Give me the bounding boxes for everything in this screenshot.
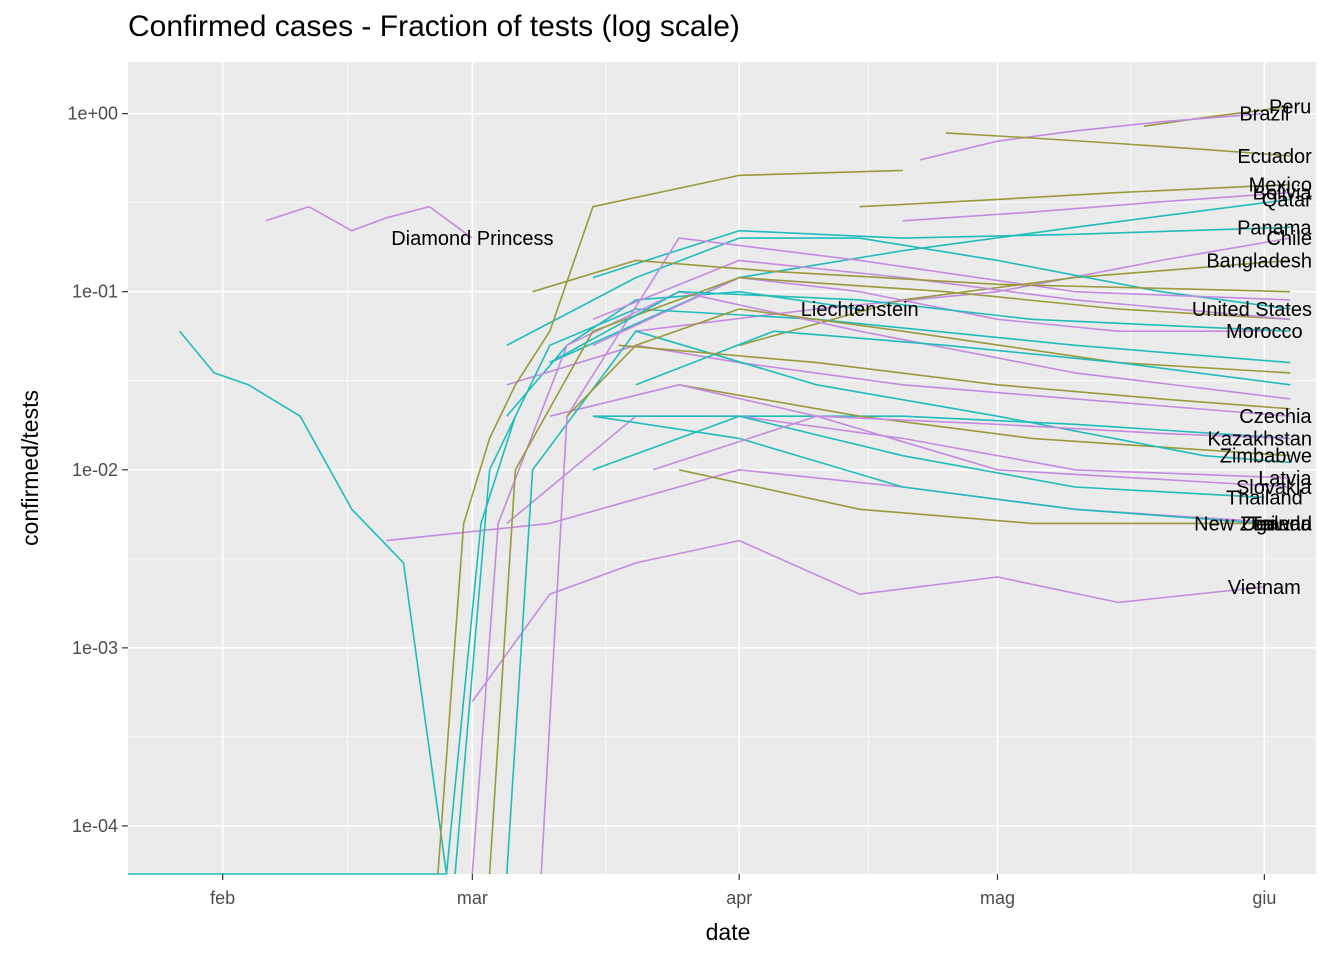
y-tick-label: 1e-01 [72, 282, 118, 302]
series-line [945, 132, 1291, 157]
series-line [902, 191, 1291, 222]
series-line [179, 330, 448, 875]
minor-gridlines [128, 62, 1316, 874]
series-line [592, 259, 1291, 321]
series-line [506, 237, 1291, 347]
series-label: Uganda [1242, 513, 1313, 535]
chart-title: Confirmed cases - Fraction of tests (log… [128, 10, 740, 43]
series-line [265, 205, 473, 239]
series-label: Morocco [1226, 321, 1303, 343]
y-axis-title: confirmed/tests [17, 390, 43, 546]
series-label: Bolivia [1253, 183, 1313, 205]
series-label: Kazakhstan [1207, 428, 1312, 450]
series-line [454, 308, 1291, 875]
series-lines [128, 105, 1291, 875]
x-axis-title: date [706, 919, 751, 945]
series-line [678, 469, 1291, 525]
series-line [488, 276, 1291, 875]
series-line [566, 308, 1291, 417]
series-line [506, 415, 1291, 525]
series-line [532, 259, 1291, 293]
series-line [1143, 105, 1291, 127]
series-label: Qatar [1262, 189, 1312, 211]
series-line [506, 344, 1291, 417]
series-line [592, 415, 1265, 499]
series-label: Zimbabwe [1220, 446, 1312, 468]
series-line [506, 290, 860, 417]
series-line [618, 344, 1291, 410]
series-label: Mexico [1249, 175, 1312, 197]
y-axis: 1e+00 1e-01 1e-02 1e-03 1e-04 [67, 104, 128, 836]
series-line [592, 415, 1265, 525]
series-label: Taiwan [1250, 513, 1312, 535]
series-label: Slovakia [1236, 477, 1312, 499]
series-line [506, 330, 1291, 875]
x-tick-label: giu [1252, 888, 1276, 908]
series-line [592, 226, 1291, 279]
series-line [549, 290, 1291, 364]
series-label: United States [1192, 299, 1312, 321]
series-label: Ecuador [1237, 146, 1312, 168]
series-line [919, 112, 1265, 161]
series-label: Czechia [1239, 406, 1312, 428]
series-label: Bangladesh [1206, 250, 1312, 272]
y-tick-label: 1e-04 [72, 816, 118, 836]
series-line [652, 415, 1291, 471]
series-line [592, 276, 1265, 347]
series-label: New Zealand [1194, 513, 1312, 535]
series-label: Thailand [1226, 487, 1303, 509]
series-line [471, 539, 1265, 702]
x-tick-label: apr [726, 888, 752, 908]
series-line [128, 415, 517, 875]
series-line [859, 183, 1291, 208]
y-tick-label: 1e+00 [67, 104, 118, 124]
series-label: Liechtenstein [801, 299, 919, 321]
series-label: Latvia [1258, 468, 1312, 490]
series-label: Peru [1269, 96, 1311, 118]
major-gridlines [128, 62, 1316, 874]
x-tick-label: feb [210, 888, 235, 908]
series-line [592, 415, 1291, 471]
x-tick-label: mag [980, 888, 1015, 908]
y-tick-label: 1e-02 [72, 460, 118, 480]
y-tick-label: 1e-03 [72, 638, 118, 658]
series-line [635, 330, 1291, 386]
series-label: Chile [1266, 228, 1312, 250]
series-label: Panama [1237, 217, 1312, 239]
plot-panel [128, 62, 1316, 874]
series-line [540, 237, 1291, 875]
x-axis: feb mar apr mag giu [210, 874, 1276, 908]
series-label: Diamond Princess [391, 228, 553, 250]
x-tick-label: mar [457, 888, 488, 908]
series-label: Brazil [1239, 104, 1289, 126]
series-label: Vietnam [1228, 577, 1301, 599]
series-line [437, 169, 903, 875]
